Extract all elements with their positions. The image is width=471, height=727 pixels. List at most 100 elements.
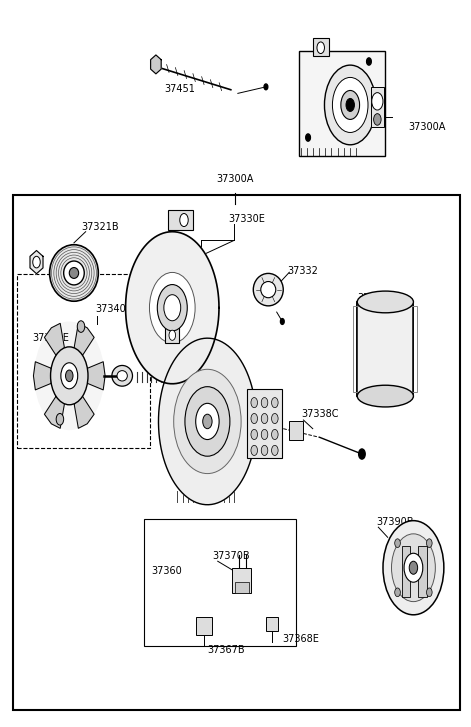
Circle shape: [149, 273, 195, 343]
Polygon shape: [74, 324, 94, 356]
Ellipse shape: [112, 366, 132, 386]
Bar: [17, 274, 150, 449]
Bar: [232, 568, 251, 593]
Circle shape: [174, 369, 241, 473]
Circle shape: [325, 65, 376, 145]
Circle shape: [306, 134, 310, 141]
Ellipse shape: [117, 371, 127, 381]
Circle shape: [203, 414, 212, 429]
Circle shape: [391, 534, 435, 602]
Bar: [13, 196, 460, 710]
Text: 37350: 37350: [357, 294, 388, 303]
Circle shape: [185, 387, 230, 457]
Polygon shape: [33, 362, 51, 390]
Bar: [168, 210, 194, 230]
Circle shape: [333, 78, 368, 132]
Text: 37368E: 37368E: [282, 634, 319, 644]
Text: 37340: 37340: [95, 305, 126, 314]
Text: 37451: 37451: [164, 84, 195, 94]
Text: 37367B: 37367B: [207, 646, 245, 655]
Text: 37330E: 37330E: [228, 214, 265, 224]
Circle shape: [366, 58, 371, 65]
Text: 37360: 37360: [151, 566, 182, 577]
Bar: [247, 389, 282, 458]
Circle shape: [77, 321, 85, 332]
Circle shape: [409, 561, 418, 574]
Bar: [402, 546, 410, 597]
Text: 37300A: 37300A: [409, 121, 446, 132]
Text: 37390B: 37390B: [376, 517, 414, 527]
Bar: [313, 39, 329, 57]
Circle shape: [264, 84, 268, 89]
Circle shape: [346, 98, 355, 111]
Circle shape: [261, 446, 268, 456]
Circle shape: [196, 403, 219, 440]
Bar: [266, 617, 277, 632]
Circle shape: [427, 588, 432, 597]
Circle shape: [272, 398, 278, 408]
Circle shape: [317, 42, 325, 54]
Circle shape: [65, 370, 73, 382]
Circle shape: [169, 330, 176, 340]
Circle shape: [164, 294, 181, 321]
Circle shape: [372, 92, 383, 110]
Polygon shape: [74, 396, 94, 428]
Circle shape: [56, 414, 64, 425]
Circle shape: [251, 398, 258, 408]
Bar: [371, 87, 384, 126]
Polygon shape: [30, 251, 43, 273]
Circle shape: [272, 430, 278, 440]
Bar: [357, 302, 414, 396]
Circle shape: [251, 446, 258, 456]
Circle shape: [61, 363, 78, 389]
Circle shape: [50, 347, 88, 405]
Circle shape: [272, 446, 278, 456]
Circle shape: [261, 430, 268, 440]
Circle shape: [157, 284, 187, 331]
Circle shape: [374, 113, 381, 125]
Circle shape: [395, 539, 400, 547]
Circle shape: [261, 398, 268, 408]
Circle shape: [280, 318, 284, 324]
Text: 37338C: 37338C: [301, 409, 339, 419]
Circle shape: [272, 414, 278, 424]
Ellipse shape: [357, 291, 414, 313]
Ellipse shape: [261, 281, 276, 298]
Bar: [299, 51, 385, 156]
Ellipse shape: [64, 261, 84, 285]
Polygon shape: [88, 362, 105, 390]
Circle shape: [427, 539, 432, 547]
Circle shape: [383, 521, 444, 615]
Circle shape: [33, 257, 40, 268]
Bar: [418, 546, 427, 597]
Circle shape: [34, 321, 105, 430]
Circle shape: [251, 414, 258, 424]
Text: 37370B: 37370B: [212, 551, 250, 561]
Ellipse shape: [357, 385, 414, 407]
Bar: [236, 582, 249, 593]
Polygon shape: [44, 396, 65, 428]
Bar: [289, 422, 303, 440]
Polygon shape: [151, 55, 161, 74]
Circle shape: [261, 414, 268, 424]
Bar: [144, 519, 296, 646]
Bar: [165, 327, 179, 343]
Ellipse shape: [49, 245, 98, 301]
Text: 37332: 37332: [287, 266, 318, 276]
Text: 37340E: 37340E: [32, 333, 69, 343]
Polygon shape: [126, 232, 219, 384]
Circle shape: [404, 553, 423, 582]
Polygon shape: [158, 338, 256, 505]
Circle shape: [358, 449, 365, 459]
Text: 37300A: 37300A: [217, 174, 254, 184]
Bar: [196, 617, 212, 635]
Circle shape: [251, 430, 258, 440]
Circle shape: [180, 214, 188, 227]
Polygon shape: [44, 324, 65, 356]
Ellipse shape: [253, 273, 283, 306]
Circle shape: [395, 588, 400, 597]
Bar: [354, 305, 417, 393]
Circle shape: [341, 90, 359, 119]
Ellipse shape: [69, 268, 79, 278]
Text: 37321B: 37321B: [81, 222, 119, 232]
